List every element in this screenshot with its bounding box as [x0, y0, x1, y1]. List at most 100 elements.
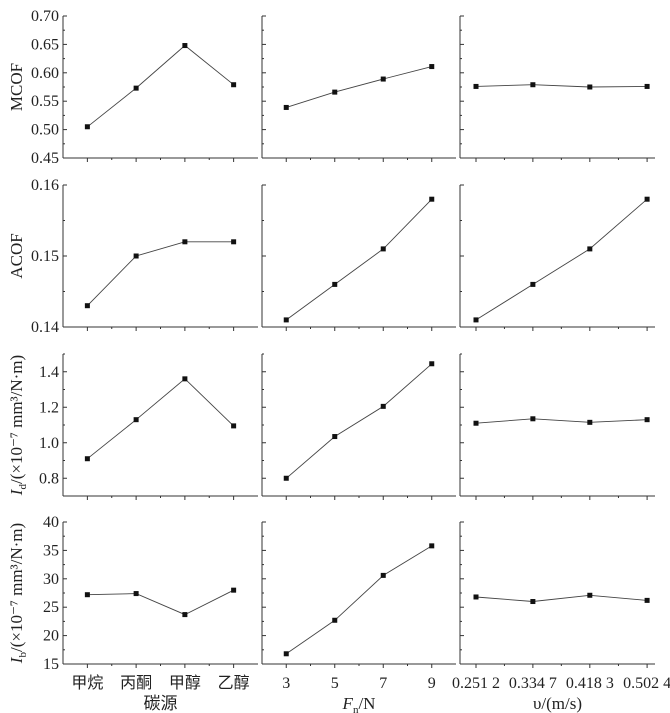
y-tick-label: 0.8	[39, 470, 59, 487]
y-tick-label: 0.50	[31, 122, 59, 139]
y-tick-label: 15	[43, 656, 59, 673]
panel-r4-c1: 15 20 25 30 35 40 甲烷 丙酮 甲醇 乙醇	[43, 514, 258, 692]
data-point	[231, 587, 237, 593]
series-line	[475, 198, 648, 321]
x-tick-label: 丙酮	[120, 675, 152, 692]
x-tick-label: 乙醇	[218, 674, 250, 692]
series-line	[87, 44, 234, 128]
data-point	[84, 124, 90, 130]
data-point	[332, 617, 338, 623]
data-point	[644, 597, 650, 603]
x-tick-label: 0.418 3	[566, 675, 614, 692]
panel-r2-c3	[459, 184, 655, 331]
data-point	[182, 239, 188, 245]
series-line	[87, 378, 234, 460]
x-tick-label: 5	[331, 675, 339, 692]
data-point	[182, 43, 188, 49]
data-point	[332, 281, 338, 287]
y-axis-label-row-4: Ib/(×10⁻⁷ mm³/N·m)	[7, 523, 29, 664]
data-point	[530, 281, 536, 287]
x-tick-label: 3	[282, 675, 290, 692]
series-line	[87, 241, 234, 307]
data-point	[429, 64, 435, 70]
series-line	[286, 545, 433, 655]
data-point	[283, 651, 289, 657]
x-axis-label-col-2: Fn/N	[342, 694, 376, 713]
y-axis-label-row-4-sub: b	[17, 652, 29, 658]
data-point	[380, 246, 386, 252]
y-tick-label: 30	[43, 571, 59, 588]
data-point	[133, 253, 139, 259]
data-point	[530, 599, 536, 605]
x-tick-label: 0.334 7	[509, 675, 557, 692]
y-tick-label: 0.55	[31, 93, 59, 110]
series-line	[475, 594, 648, 602]
y-tick-label: 0.16	[31, 177, 59, 194]
y-axis-label-row-3-sub: d	[17, 484, 29, 490]
y-axis-label-row-3-main: I	[7, 488, 26, 496]
y-axis-label-row-3: Id/(×10⁻⁷ mm³/N·m)	[7, 355, 29, 496]
data-point	[644, 83, 650, 89]
panel-r4-c2: 3 5 7 9	[261, 521, 456, 692]
x-tick-label: 0.502 4	[623, 675, 670, 692]
y-axis-label-row-3-rest: /(×10⁻⁷ mm³/N·m)	[7, 355, 26, 484]
x-tick-label: 0.251 2	[452, 675, 500, 692]
data-point	[84, 456, 90, 462]
series-line	[475, 418, 648, 424]
x-axis-label-col-3-main: υ/(m/s)	[533, 694, 582, 713]
data-point	[644, 417, 650, 423]
data-point	[429, 196, 435, 202]
y-tick-label: 25	[43, 599, 59, 616]
x-tick-label: 甲醇	[169, 674, 201, 692]
data-point	[429, 543, 435, 549]
data-point	[283, 104, 289, 110]
data-point	[473, 83, 479, 89]
y-tick-label: 0.60	[31, 65, 59, 82]
panel-r3-c2	[261, 353, 456, 500]
data-point	[84, 303, 90, 309]
data-point	[380, 572, 386, 578]
data-point	[332, 89, 338, 95]
y-tick-label: 20	[43, 628, 59, 645]
y-tick-label: 0.45	[31, 150, 59, 167]
y-tick-label: 1.4	[39, 364, 59, 381]
data-point	[283, 317, 289, 323]
data-point	[231, 423, 237, 429]
data-point	[587, 592, 593, 598]
panel-r3-c1: 0.8 1.0 1.2 1.4	[39, 353, 258, 500]
data-point	[644, 196, 650, 202]
y-axis-label-row-4-rest: /(×10⁻⁷ mm³/N·m)	[7, 523, 26, 652]
data-point	[133, 591, 139, 597]
data-point	[380, 76, 386, 82]
data-point	[182, 376, 188, 382]
data-point	[380, 403, 386, 409]
panel-r4-c3: 0.251 2 0.334 7 0.418 3 0.502 4	[452, 521, 670, 692]
y-tick-label: 0.15	[31, 248, 59, 265]
y-tick-label: 1.2	[39, 399, 59, 416]
series-line	[87, 589, 234, 616]
data-point	[530, 416, 536, 422]
panel-r3-c3	[459, 353, 655, 500]
data-point	[473, 594, 479, 600]
x-axis-label-col-3: υ/(m/s)	[533, 694, 582, 713]
data-point	[473, 420, 479, 426]
series-line	[286, 66, 432, 108]
series-line	[475, 84, 648, 88]
y-axis-label-row-1-main: MCOF	[7, 63, 26, 111]
data-point	[473, 317, 479, 323]
data-point	[429, 361, 435, 367]
x-axis-label-col-2-sub: n	[353, 704, 359, 713]
data-point	[84, 592, 90, 598]
series-line	[286, 198, 433, 321]
data-point	[530, 82, 536, 88]
y-axis-label-row-2: ACOF	[7, 233, 26, 278]
data-point	[587, 84, 593, 90]
x-axis-label-col-2-main: F	[342, 694, 354, 713]
data-point	[283, 475, 289, 481]
data-point	[182, 612, 188, 618]
y-axis-label-row-4-main: I	[7, 656, 26, 664]
x-tick-label: 9	[428, 675, 436, 692]
x-axis-label-col-1: 碳源	[144, 694, 178, 713]
data-point	[133, 85, 139, 91]
